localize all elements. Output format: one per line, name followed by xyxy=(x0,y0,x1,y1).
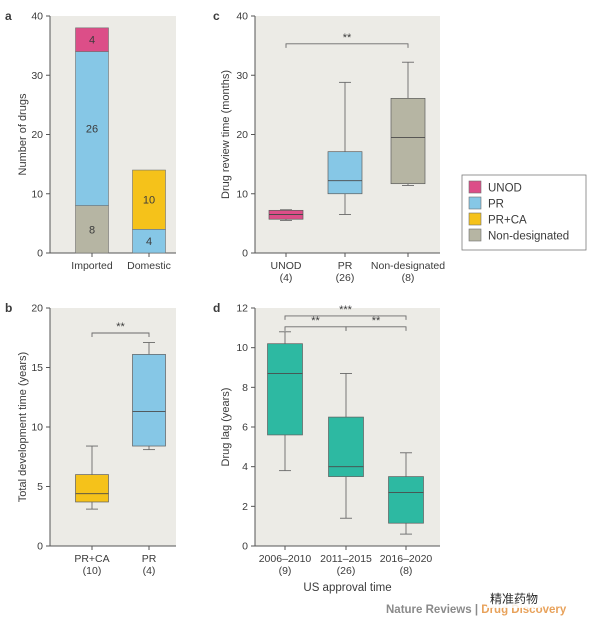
panel-d-box xyxy=(328,416,364,477)
watermark: 精准药物 xyxy=(487,589,542,608)
panel-c-box xyxy=(390,98,426,185)
panel-d-significance-label: ** xyxy=(372,315,381,327)
legend-box xyxy=(461,174,587,251)
panel-c-x-tick-n: (8) xyxy=(402,272,415,284)
panel-c-x-tick-label: UNOD xyxy=(271,260,302,272)
panel-d-y-tick-label: 12 xyxy=(236,303,248,315)
panel-c-significance-bracket xyxy=(285,43,409,48)
panel-b-box xyxy=(75,474,109,503)
panel-b-x-tick-label: PR+CA xyxy=(74,553,109,565)
journal-name: Nature Reviews xyxy=(386,604,472,616)
legend-swatch xyxy=(468,180,482,194)
panel-a-data-label: 10 xyxy=(143,195,155,207)
panel-d-x-tick-n: (9) xyxy=(279,565,292,577)
panel-d-x-tick-n: (26) xyxy=(337,565,356,577)
panel-c-y-tick-label: 30 xyxy=(236,70,248,82)
panel-b-y-tick-label: 20 xyxy=(31,303,43,315)
panel-c-significance-label: ** xyxy=(343,32,352,44)
panel-a-x-tick-label: Domestic xyxy=(127,260,171,272)
panel-d-x-tick-label: 2011–2015 xyxy=(320,553,372,565)
panel-c-box xyxy=(327,151,363,195)
legend-swatch xyxy=(468,212,482,226)
panel-b-x-tick-label: PR xyxy=(142,553,157,565)
panel-d-y-tick-label: 0 xyxy=(242,541,248,553)
panel-d-letter: d xyxy=(213,301,220,315)
panel-a-bar-unod xyxy=(75,27,109,52)
legend-label: Non-designated xyxy=(488,231,569,243)
panel-b-significance-bracket xyxy=(91,332,150,337)
panel-d-box xyxy=(388,476,424,524)
panel-b-significance-label: ** xyxy=(116,321,125,333)
panel-d-y-tick-label: 10 xyxy=(236,342,248,354)
panel-c-x-tick-label: PR xyxy=(338,260,353,272)
panel-a-y-tick-label: 0 xyxy=(37,248,43,260)
panel-d-x-tick-n: (8) xyxy=(400,565,413,577)
journal-separator: | xyxy=(471,604,482,616)
watermark-text: 精准药物 xyxy=(490,592,539,606)
panel-c-y-tick-label: 10 xyxy=(236,188,248,200)
panel-a-data-label: 26 xyxy=(86,124,98,136)
panel-d-y-tick-label: 8 xyxy=(242,382,248,394)
panel-a-bar-pr-ca xyxy=(132,169,166,230)
panel-b-box xyxy=(132,354,166,447)
legend-swatch xyxy=(468,196,482,210)
legend-label: PR+CA xyxy=(488,215,527,227)
panel-a-y-tick-label: 40 xyxy=(31,11,43,23)
panel-b-chart: 0 5 10 15 20 Total development time (years) b P… xyxy=(5,301,176,577)
panel-d-significance-bracket xyxy=(284,315,407,320)
panel-c-x-tick-label: Non-designated xyxy=(371,260,445,272)
panel-a-data-label: 8 xyxy=(89,224,95,236)
panel-d-y-tick-label: 6 xyxy=(242,422,248,434)
panel-d-significance-label: *** xyxy=(339,304,353,316)
panel-d-chart: 0 2 4 6 8 10 12 Drug lag (years) d 2006–2010(9) 20… xyxy=(213,301,440,594)
legend-label: UNOD xyxy=(488,183,522,195)
panel-c-y-tick-label: 40 xyxy=(236,11,248,23)
panel-a-y-tick-label: 10 xyxy=(31,188,43,200)
panel-c-letter: c xyxy=(213,9,220,23)
panel-b-y-tick-label: 15 xyxy=(31,362,43,374)
panel-a-y-tick-label: 20 xyxy=(31,129,43,141)
panel-a-y-axis-title: Number of drugs xyxy=(17,93,29,175)
panel-a-y-tick-label: 30 xyxy=(31,70,43,82)
panel-d-significance-bracket xyxy=(345,326,407,331)
panel-d-y-axis-title: Drug lag (years) xyxy=(220,388,232,467)
panel-a-data-label: 4 xyxy=(146,236,152,248)
panel-a-x-tick-label: Imported xyxy=(71,260,113,272)
legend: UNOD PR PR+CA Non-designated xyxy=(461,174,587,251)
panel-b-y-tick-label: 5 xyxy=(37,481,43,493)
panel-d-x-axis-title: US approval time xyxy=(303,582,391,594)
panel-a-bar-pr xyxy=(75,51,109,206)
legend-label: PR xyxy=(488,199,504,211)
panel-d-box xyxy=(267,343,303,436)
panel-c-y-axis-title: Drug review time (months) xyxy=(220,70,232,199)
panel-a-letter: a xyxy=(5,9,12,23)
panel-d-x-tick-label: 2016–2020 xyxy=(380,553,433,565)
panel-d-x-tick-label: 2006–2010 xyxy=(259,553,312,565)
panel-b-y-axis-title: Total development time (years) xyxy=(17,352,29,502)
panel-c-x-tick-n: (4) xyxy=(280,272,293,284)
panel-b-x-tick-n: (10) xyxy=(83,565,102,577)
panel-a-data-label: 4 xyxy=(89,35,95,47)
panel-c-y-tick-label: 0 xyxy=(242,248,248,260)
panel-d-significance-label: ** xyxy=(311,315,320,327)
legend-swatch xyxy=(468,228,482,242)
panel-d-y-tick-label: 2 xyxy=(242,501,248,513)
panel-b-y-tick-label: 0 xyxy=(37,541,43,553)
panel-b-x-tick-n: (4) xyxy=(143,565,156,577)
panel-b-letter: b xyxy=(5,301,12,315)
panel-d-y-tick-label: 4 xyxy=(242,461,248,473)
panel-c-x-tick-n: (26) xyxy=(336,272,355,284)
panel-c-y-tick-label: 20 xyxy=(236,129,248,141)
panel-a-chart: 0 10 20 30 40 Number of drugs a 8 26 4 Imported 4 10… xyxy=(5,9,176,272)
panel-b-y-tick-label: 10 xyxy=(31,422,43,434)
